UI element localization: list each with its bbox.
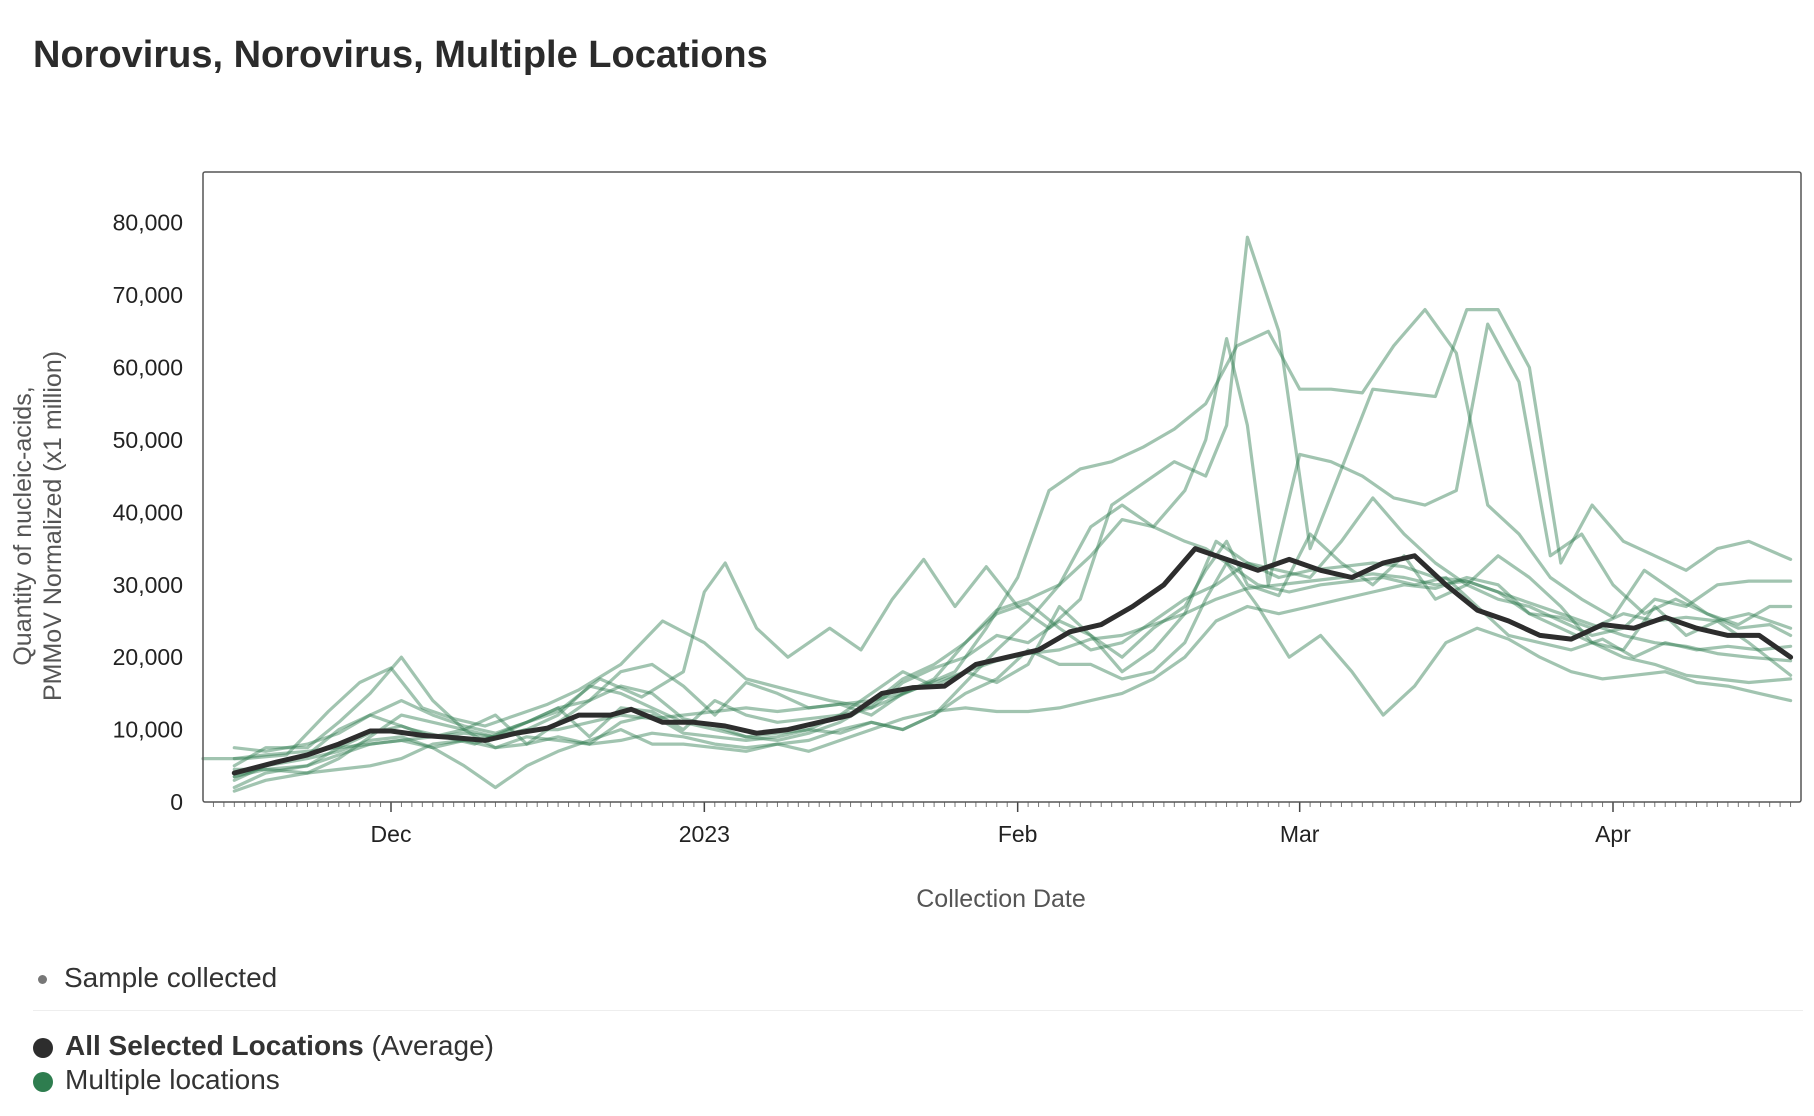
- legend-sample-collected: Sample collected: [33, 962, 277, 994]
- x-tick-label: Apr: [1595, 821, 1631, 847]
- chart-title: Norovirus, Norovirus, Multiple Locations: [33, 34, 768, 76]
- legend-sample-label: Sample collected: [64, 962, 278, 993]
- legend-divider: [33, 1010, 1803, 1011]
- y-tick-label: 20,000: [113, 644, 183, 670]
- y-tick-label: 10,000: [113, 717, 183, 743]
- y-tick-label: 60,000: [113, 355, 183, 381]
- location-series-line[interactable]: [232, 322, 1793, 768]
- y-axis-label-line2: PMMoV Normalized (x1 million): [39, 351, 67, 701]
- legend-multi-label: Multiple locations: [65, 1064, 280, 1095]
- y-tick-label: 40,000: [113, 499, 183, 525]
- x-axis: Dec 2023 Feb Mar Apr: [212, 802, 1792, 847]
- y-tick-label: 30,000: [113, 572, 183, 598]
- x-tick-label: Dec: [371, 821, 412, 847]
- y-axis-label-line1: Quantity of nucleic-acids,: [9, 386, 37, 665]
- y-tick-label: 80,000: [113, 210, 183, 236]
- x-axis-label: Collection Date: [916, 885, 1086, 913]
- legend-average-name: All Selected Locations: [65, 1030, 364, 1061]
- line-chart: Quantity of nucleic-acids, PMMoV Normali…: [9, 171, 1802, 913]
- y-tick-label: 50,000: [113, 427, 183, 453]
- location-series-line[interactable]: [201, 308, 1793, 761]
- location-dot-icon: [33, 1071, 53, 1092]
- legend-multiple-locations[interactable]: Multiple locations: [33, 1064, 280, 1096]
- x-tick-label: 2023: [679, 821, 730, 847]
- average-dot-icon: [33, 1037, 53, 1058]
- location-series-line[interactable]: [232, 561, 1793, 753]
- x-tick-label: Feb: [998, 821, 1038, 847]
- location-series-line[interactable]: [232, 575, 1793, 793]
- y-tick-label: 0: [170, 789, 183, 815]
- y-axis-label: Quantity of nucleic-acids, PMMoV Normali…: [9, 351, 67, 701]
- sample-dot-icon: [38, 975, 47, 985]
- legend-average-suffix: (Average): [363, 1030, 494, 1061]
- y-axis: 0 10,000 20,000 30,000 40,000 50,000 60,000 70,…: [113, 210, 183, 815]
- x-tick-label: Mar: [1280, 821, 1320, 847]
- y-tick-label: 70,000: [113, 282, 183, 308]
- average-series-line[interactable]: [231, 546, 1794, 776]
- location-series-line[interactable]: [232, 235, 1793, 782]
- legend-average[interactable]: All Selected Locations (Average): [33, 1030, 494, 1062]
- series-layer: [201, 235, 1794, 793]
- location-series-line[interactable]: [232, 532, 1793, 772]
- plot-frame: [202, 171, 1802, 803]
- location-series-line[interactable]: [232, 517, 1793, 790]
